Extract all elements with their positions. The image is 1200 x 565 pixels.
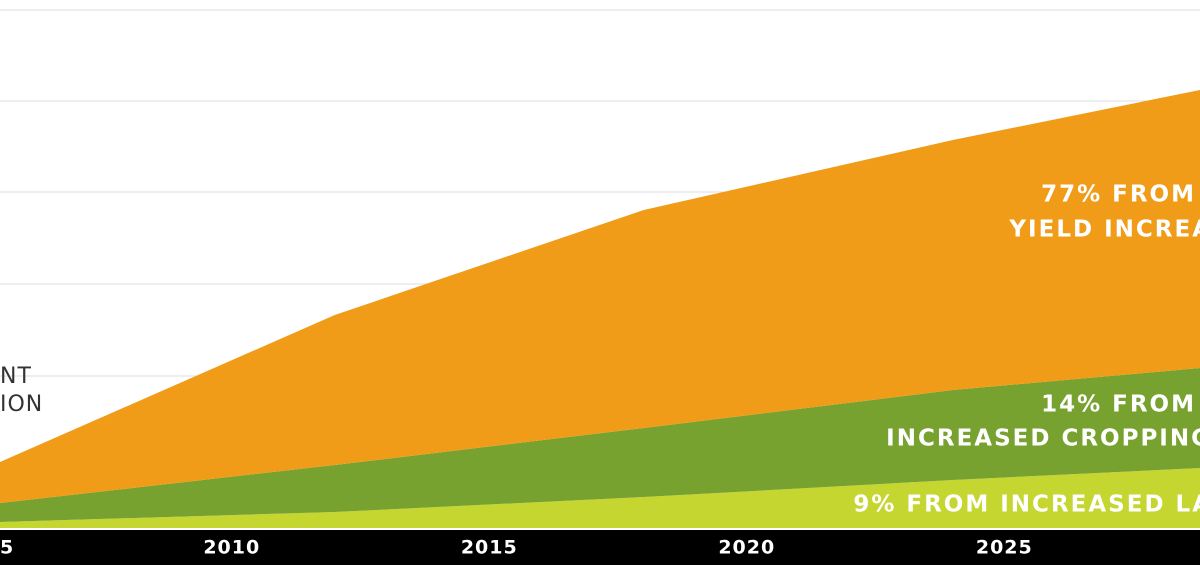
annotation: 9% FROM INCREASED LA xyxy=(853,492,1200,518)
annotation: INCREASED CROPPING xyxy=(886,426,1200,452)
area xyxy=(0,90,1200,503)
x-tick-label: 2015 xyxy=(461,537,518,559)
x-tick-label: 2010 xyxy=(203,537,260,559)
x-tick-label: 5 xyxy=(0,537,14,559)
annotation: 14% FROM xyxy=(1041,392,1196,418)
x-axis-band xyxy=(0,530,1200,565)
annotation: 77% FROM xyxy=(1041,182,1196,208)
area xyxy=(0,468,1200,528)
annotation: YIELD INCREA xyxy=(1008,217,1200,243)
annotation: NT xyxy=(0,364,32,389)
x-tick-label: 2020 xyxy=(718,537,775,559)
annotation: ION xyxy=(0,392,43,417)
x-tick-label: 2025 xyxy=(976,537,1033,559)
area xyxy=(0,368,1200,522)
